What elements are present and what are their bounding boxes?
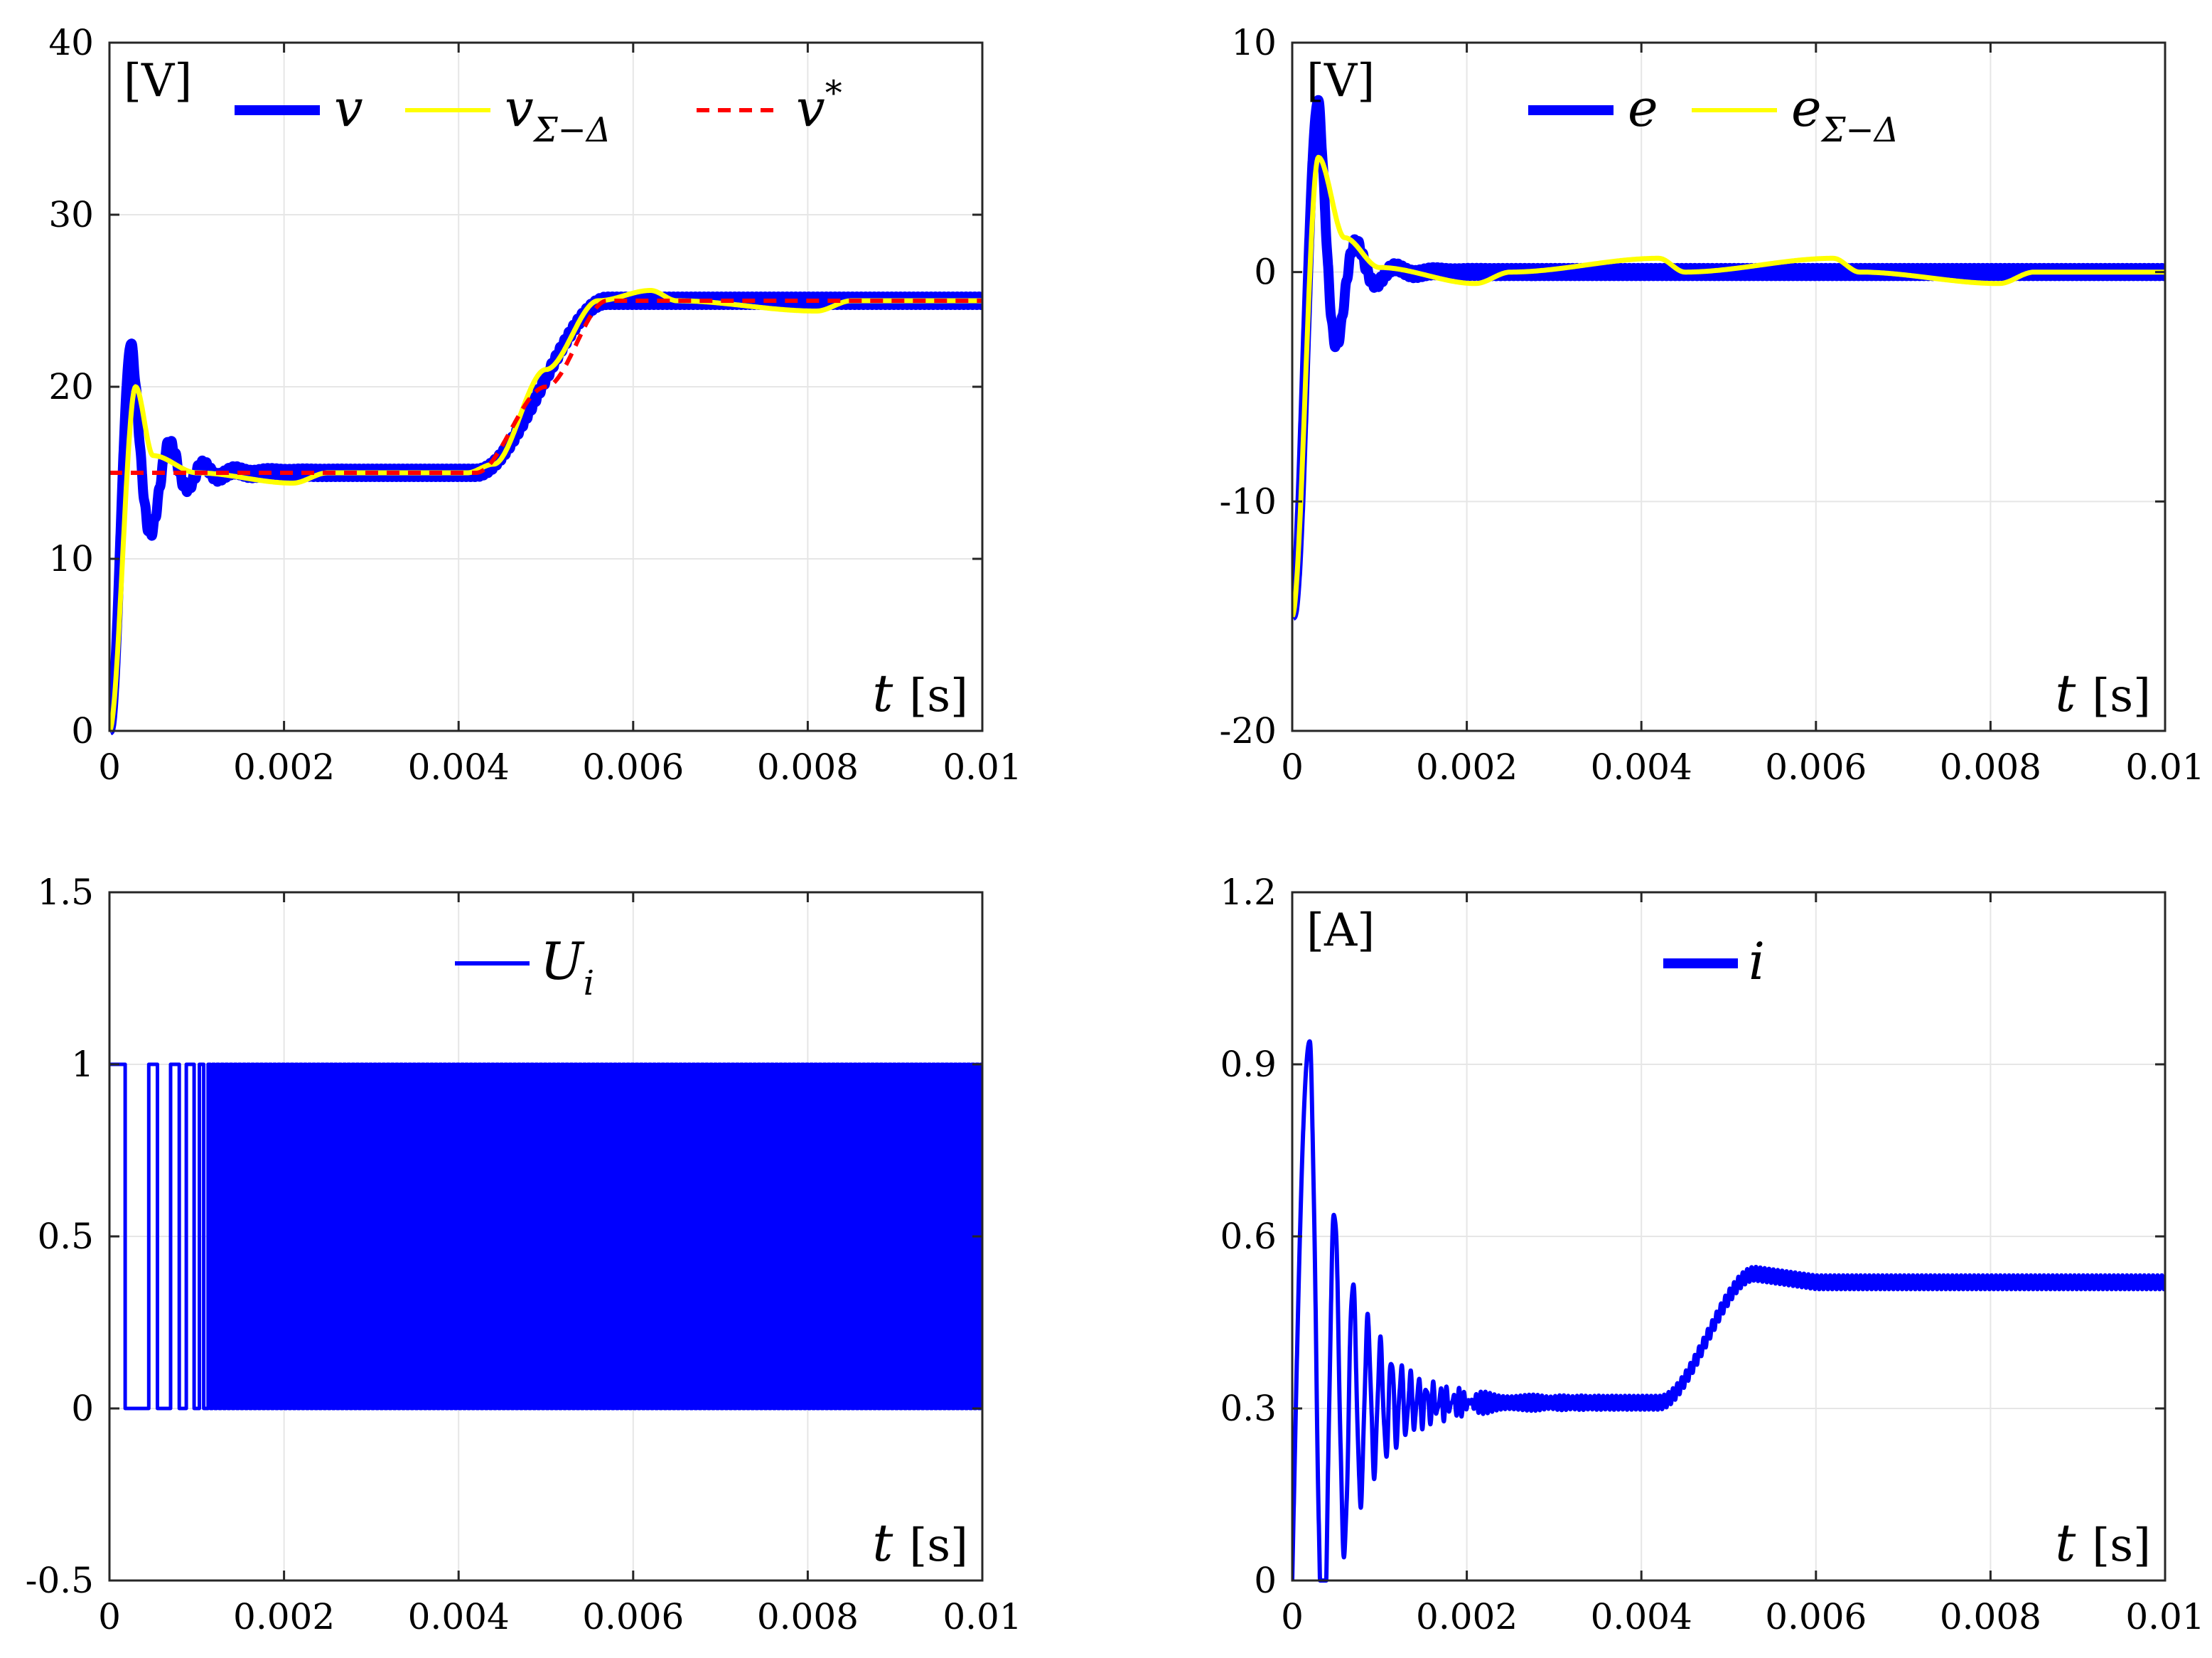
series-group: [109, 1062, 982, 1411]
axes-box: [1291, 41, 2167, 732]
y-tick-label: 0.6: [1220, 1216, 1277, 1257]
legend-label: vΣ−Δ: [505, 78, 611, 150]
x-axis-unit: [s]: [909, 1519, 968, 1572]
x-tick-label: 0.002: [1416, 1596, 1518, 1637]
y-tick-label: 1.2: [1220, 872, 1277, 913]
y-tick-label: 0: [71, 1388, 94, 1429]
plot-area: [1292, 43, 2165, 731]
x-tick-label: 0.004: [1591, 1596, 1692, 1637]
legend-entry: Ui: [455, 931, 594, 1003]
legend-label: v: [334, 78, 363, 138]
unit-label: [V]: [1306, 55, 1375, 107]
legend-label: i: [1749, 931, 1765, 991]
series-line-e_Σ−Δ: [1292, 154, 2165, 618]
y-tick-label: 40: [48, 22, 94, 63]
legend-entry: i: [1663, 931, 1765, 991]
x-axis-variable: t: [2055, 663, 2092, 723]
y-tick-label: 0.5: [37, 1216, 94, 1257]
y-tick-label: 10: [1231, 22, 1277, 63]
unit-label: [A]: [1306, 904, 1375, 957]
x-axis-unit: [s]: [909, 670, 968, 722]
legend-subscript: Σ−Δ: [532, 110, 611, 150]
x-tick-label: 0.008: [757, 747, 859, 788]
legend-label: v*: [796, 73, 842, 138]
series-group: [1292, 95, 2165, 621]
y-tick-label: 0: [71, 710, 94, 752]
x-tick-label: 0: [98, 1596, 121, 1637]
chart-voltage: 0 0.002 0.004 0.006 0.008 0.01 0 10 20 30 40 [V] t […: [48, 22, 1021, 788]
x-axis-unit: [s]: [2092, 670, 2151, 722]
legend-label: Ui: [540, 931, 594, 1003]
y-tick-label: 0.3: [1220, 1388, 1277, 1429]
x-axis-label: t [s]: [2055, 663, 2151, 723]
series-line-v*: [109, 299, 982, 475]
legend-subscript: Σ−Δ: [1820, 110, 1899, 150]
x-axis-unit: [s]: [2092, 1519, 2151, 1572]
legend-label: eΣ−Δ: [1791, 78, 1899, 150]
y-tick-label: 10: [48, 538, 94, 579]
y-tick-label: 30: [48, 194, 94, 235]
x-tick-label: 0.01: [943, 747, 1021, 788]
x-tick-label: 0.006: [582, 747, 684, 788]
y-tick-label: -0.5: [26, 1560, 94, 1601]
series-group: [1292, 1039, 2165, 1583]
legend-entry: e: [1528, 78, 1658, 138]
legend-subscript: i: [584, 963, 594, 1003]
y-tick-label: 1: [71, 1044, 94, 1085]
x-tick-label: 0.006: [582, 1596, 684, 1637]
x-axis-label: t [s]: [872, 1513, 968, 1573]
x-tick-label: 0.002: [233, 747, 335, 788]
x-tick-label: 0.004: [408, 747, 510, 788]
unit-label: [V]: [124, 55, 192, 107]
series-line-i: [1292, 1039, 2165, 1583]
x-axis-label: t [s]: [872, 663, 968, 723]
x-tick-label: 0: [1281, 747, 1304, 788]
x-tick-label: 0.008: [1940, 747, 2041, 788]
chart-switching: 0 0.002 0.004 0.006 0.008 0.01-0.500.511.5t […: [26, 872, 1022, 1637]
chart-current: 0 0.002 0.004 0.006 0.008 0.01 0 0.3 0.6 0.9 1.2 [A…: [1220, 872, 2204, 1637]
x-tick-label: 0.002: [1416, 747, 1518, 788]
y-tick-label: 0: [1254, 1560, 1277, 1601]
x-tick-label: 0.002: [233, 1596, 335, 1637]
x-tick-label: 0.004: [408, 1596, 510, 1637]
x-axis-variable: t: [872, 1513, 909, 1573]
y-tick-label: 0.9: [1220, 1044, 1277, 1085]
x-tick-label: 0.004: [1591, 747, 1692, 788]
x-tick-label: 0: [98, 747, 121, 788]
x-tick-label: 0.01: [2125, 747, 2204, 788]
y-tick-label: 20: [48, 366, 94, 407]
legend-label: e: [1628, 78, 1658, 138]
chart-error: 0 0.002 0.004 0.006 0.008 0.01 -20 -10 0 10 [V] t […: [1219, 22, 2204, 788]
x-tick-label: 0: [1281, 1596, 1304, 1637]
x-axis-label: t [s]: [2055, 1513, 2151, 1573]
legend-superscript: *: [825, 73, 842, 113]
y-tick-label: 0: [1254, 252, 1277, 293]
y-tick-label: -20: [1219, 710, 1277, 752]
legend-entry: v*: [697, 73, 842, 138]
x-axis-variable: t: [872, 663, 909, 723]
x-tick-label: 0.006: [1765, 1596, 1867, 1637]
legend-entry: eΣ−Δ: [1692, 78, 1899, 150]
y-tick-label: -10: [1219, 481, 1277, 522]
x-tick-label: 0.01: [2125, 1596, 2204, 1637]
legend-entry: vΣ−Δ: [405, 78, 611, 150]
x-tick-label: 0.008: [1940, 1596, 2041, 1637]
x-tick-label: 0.01: [943, 1596, 1021, 1637]
x-axis-variable: t: [2055, 1513, 2092, 1573]
legend-entry: v: [235, 78, 363, 138]
x-tick-label: 0.008: [757, 1596, 859, 1637]
y-tick-label: 1.5: [37, 872, 94, 913]
series-group: [109, 288, 982, 735]
x-tick-label: 0.006: [1765, 747, 1867, 788]
series-line-v_Σ−Δ: [109, 288, 982, 733]
series-line-U_i: [109, 1062, 982, 1411]
